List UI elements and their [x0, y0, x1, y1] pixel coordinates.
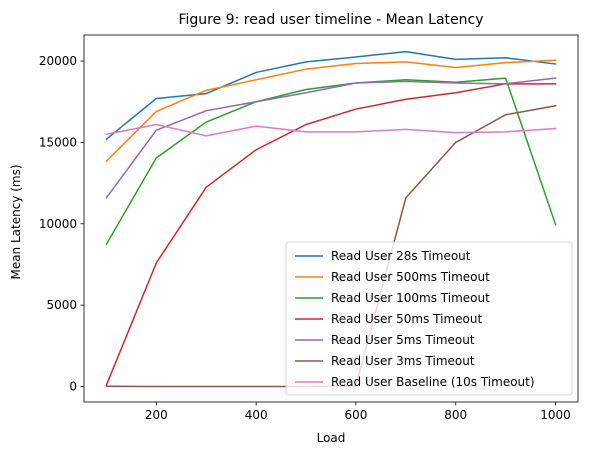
legend-label-4: Read User 50ms Timeout: [331, 312, 482, 326]
legend-label-6: Read User 3ms Timeout: [331, 354, 475, 368]
series-line-1: [105, 50, 557, 141]
legend-label-1: Read User 28s Timeout: [331, 249, 471, 263]
x-axis-label: Load: [317, 431, 346, 445]
chart-title: Figure 9: read user timeline - Mean Late…: [178, 12, 483, 28]
series-line-5: [105, 77, 557, 199]
y-tick-label: 10000: [39, 217, 77, 231]
x-tick-label: 1000: [540, 408, 571, 422]
x-tick-label: 800: [444, 408, 467, 422]
plot-frame: [83, 34, 579, 403]
y-tick-label: 15000: [39, 135, 77, 149]
y-tick-label: 0: [69, 380, 77, 394]
legend-label-3: Read User 100ms Timeout: [331, 291, 490, 305]
series-line-3: [105, 77, 557, 246]
y-axis-label: Mean Latency (ms): [9, 164, 23, 279]
legend-box: [285, 241, 573, 396]
y-tick-label: 20000: [39, 54, 77, 68]
x-tick-label: 600: [344, 408, 367, 422]
x-tick-label: 200: [145, 408, 168, 422]
legend-label-2: Read User 500ms Timeout: [331, 270, 490, 284]
legend-label-5: Read User 5ms Timeout: [331, 333, 475, 347]
legend-label-7: Read User Baseline (10s Timeout): [331, 375, 535, 389]
series-line-7: [105, 123, 557, 137]
series-line-4: [105, 83, 557, 386]
series-line-2: [105, 59, 557, 163]
y-tick-label: 5000: [46, 298, 77, 312]
legend: Read User 28s Timeout Read User 500ms Tim…: [285, 241, 573, 396]
x-tick-label: 400: [245, 408, 268, 422]
